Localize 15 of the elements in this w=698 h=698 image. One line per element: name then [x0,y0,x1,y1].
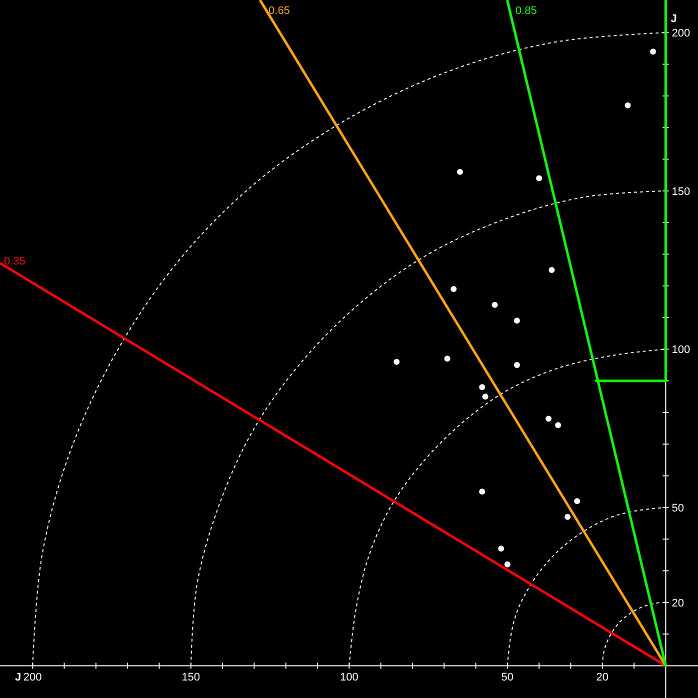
x-tick-label: 20 [596,672,609,684]
y-tick-label: 100 [672,344,690,356]
y-tick-label: 20 [672,597,684,610]
x-axis-title: J [14,672,22,684]
y-tick-label: 50 [672,502,684,514]
x-tick-label: 150 [182,672,200,684]
x-tick-label: 50 [501,672,514,684]
series-label: 0.85 [515,4,537,17]
y-tick-label: 150 [672,186,690,198]
x-tick-label: 200 [23,672,42,684]
y-axis-title: J [670,13,677,25]
series-label: 0.65 [268,4,290,17]
x-tick-label: 100 [340,672,358,684]
y-tick-label: 200 [672,28,690,40]
series-label: 0.35 [4,256,26,268]
